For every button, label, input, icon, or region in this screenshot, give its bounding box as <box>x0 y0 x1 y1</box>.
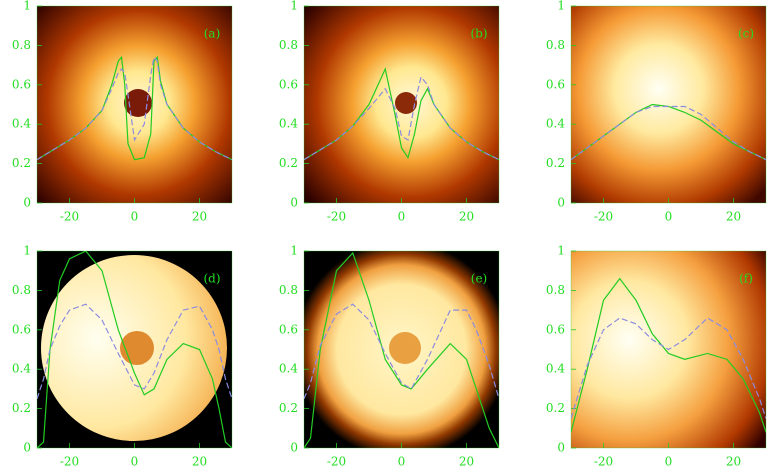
y-tick-label: 0.8 <box>12 283 31 297</box>
data-line <box>37 303 232 399</box>
panel-label: (c) <box>738 27 754 41</box>
x-tick-label: -20 <box>594 210 613 224</box>
panel: 0 0.2 0.4 0.6 0.8 1 -20 0 20 (c) <box>546 0 767 224</box>
x-tick-label: 0 <box>131 455 139 468</box>
y-tick-label: 0.4 <box>279 362 298 376</box>
data-line <box>571 317 766 419</box>
image-c <box>571 6 766 203</box>
x-tick-label: 0 <box>398 210 406 224</box>
y-tick-label: 0.8 <box>12 38 31 52</box>
y-tick-label: 1 <box>23 0 31 13</box>
y-tick-label: 0.2 <box>12 156 31 170</box>
x-tick-label: -20 <box>594 455 613 468</box>
y-tick-label: 0 <box>23 441 31 455</box>
x-tick-label: 20 <box>192 210 207 224</box>
panel: 0 0.2 0.4 0.6 0.8 1 -20 0 20 (f) <box>546 244 767 468</box>
data-line <box>571 277 766 433</box>
y-tick-label: 0.4 <box>546 117 565 131</box>
data-line <box>571 105 766 161</box>
panel: 0 0.2 0.4 0.6 0.8 1 -20 0 20 (e) <box>279 244 500 468</box>
x-tick-label: 20 <box>726 455 741 468</box>
y-tick-label: 1 <box>23 244 31 258</box>
x-tick-label: -20 <box>60 210 79 224</box>
y-tick-label: 0.8 <box>546 283 565 297</box>
y-tick-label: 0 <box>23 196 31 210</box>
y-tick-label: 1 <box>557 244 565 258</box>
y-tick-label: 1 <box>290 244 298 258</box>
core-b <box>395 92 417 114</box>
y-tick-label: 0.4 <box>279 117 298 131</box>
x-tick-label: 0 <box>398 455 406 468</box>
x-tick-label: 20 <box>459 210 474 224</box>
y-tick-label: 0.2 <box>546 156 565 170</box>
y-tick-label: 0.6 <box>12 322 31 336</box>
y-tick-label: 0.2 <box>546 401 565 415</box>
panel-label: (d) <box>203 272 220 286</box>
x-tick-label: -20 <box>327 455 346 468</box>
y-tick-label: 0.8 <box>546 38 565 52</box>
data-line <box>37 251 232 448</box>
x-tick-label: 0 <box>665 210 673 224</box>
y-tick-label: 1 <box>557 0 565 13</box>
y-tick-label: 0.4 <box>546 362 565 376</box>
data-line <box>304 303 499 399</box>
core-a <box>124 89 152 117</box>
panel: 0 0.2 0.4 0.6 0.8 1 -20 0 20 (d) <box>12 244 233 468</box>
x-tick-label: 20 <box>459 455 474 468</box>
x-tick-label: 20 <box>192 455 207 468</box>
y-tick-label: 0.6 <box>546 322 565 336</box>
y-tick-label: 0.4 <box>12 117 31 131</box>
data-line <box>304 75 499 161</box>
y-tick-label: 0 <box>557 196 565 210</box>
panel: 0 0.2 0.4 0.6 0.8 1 -20 0 20 (a) <box>12 0 233 224</box>
panel-label: (f) <box>739 272 753 286</box>
y-tick-label: 0.8 <box>279 38 298 52</box>
core-e <box>389 332 421 364</box>
y-tick-label: 0 <box>557 441 565 455</box>
y-tick-label: 0.2 <box>279 156 298 170</box>
x-tick-label: 0 <box>665 455 673 468</box>
y-tick-label: 0.6 <box>279 322 298 336</box>
backgrounds <box>37 6 766 448</box>
y-tick-label: 0 <box>290 441 298 455</box>
y-tick-label: 0.2 <box>279 401 298 415</box>
y-tick-label: 0.6 <box>546 77 565 91</box>
data-line <box>37 55 232 161</box>
y-tick-label: 0 <box>290 196 298 210</box>
x-tick-label: 0 <box>131 210 139 224</box>
panel: 0 0.2 0.4 0.6 0.8 1 -20 0 20 (b) <box>279 0 500 224</box>
y-tick-label: 0.4 <box>12 362 31 376</box>
panel-label: (b) <box>470 27 487 41</box>
x-tick-label: -20 <box>60 455 79 468</box>
data-line <box>304 251 499 448</box>
y-tick-label: 1 <box>290 0 298 13</box>
y-tick-label: 0.2 <box>12 401 31 415</box>
x-tick-label: -20 <box>327 210 346 224</box>
y-tick-label: 0.8 <box>279 283 298 297</box>
panel-label: (a) <box>204 27 221 41</box>
y-tick-label: 0.6 <box>279 77 298 91</box>
panel-label: (e) <box>471 272 487 286</box>
y-tick-label: 0.6 <box>12 77 31 91</box>
x-tick-label: 20 <box>726 210 741 224</box>
